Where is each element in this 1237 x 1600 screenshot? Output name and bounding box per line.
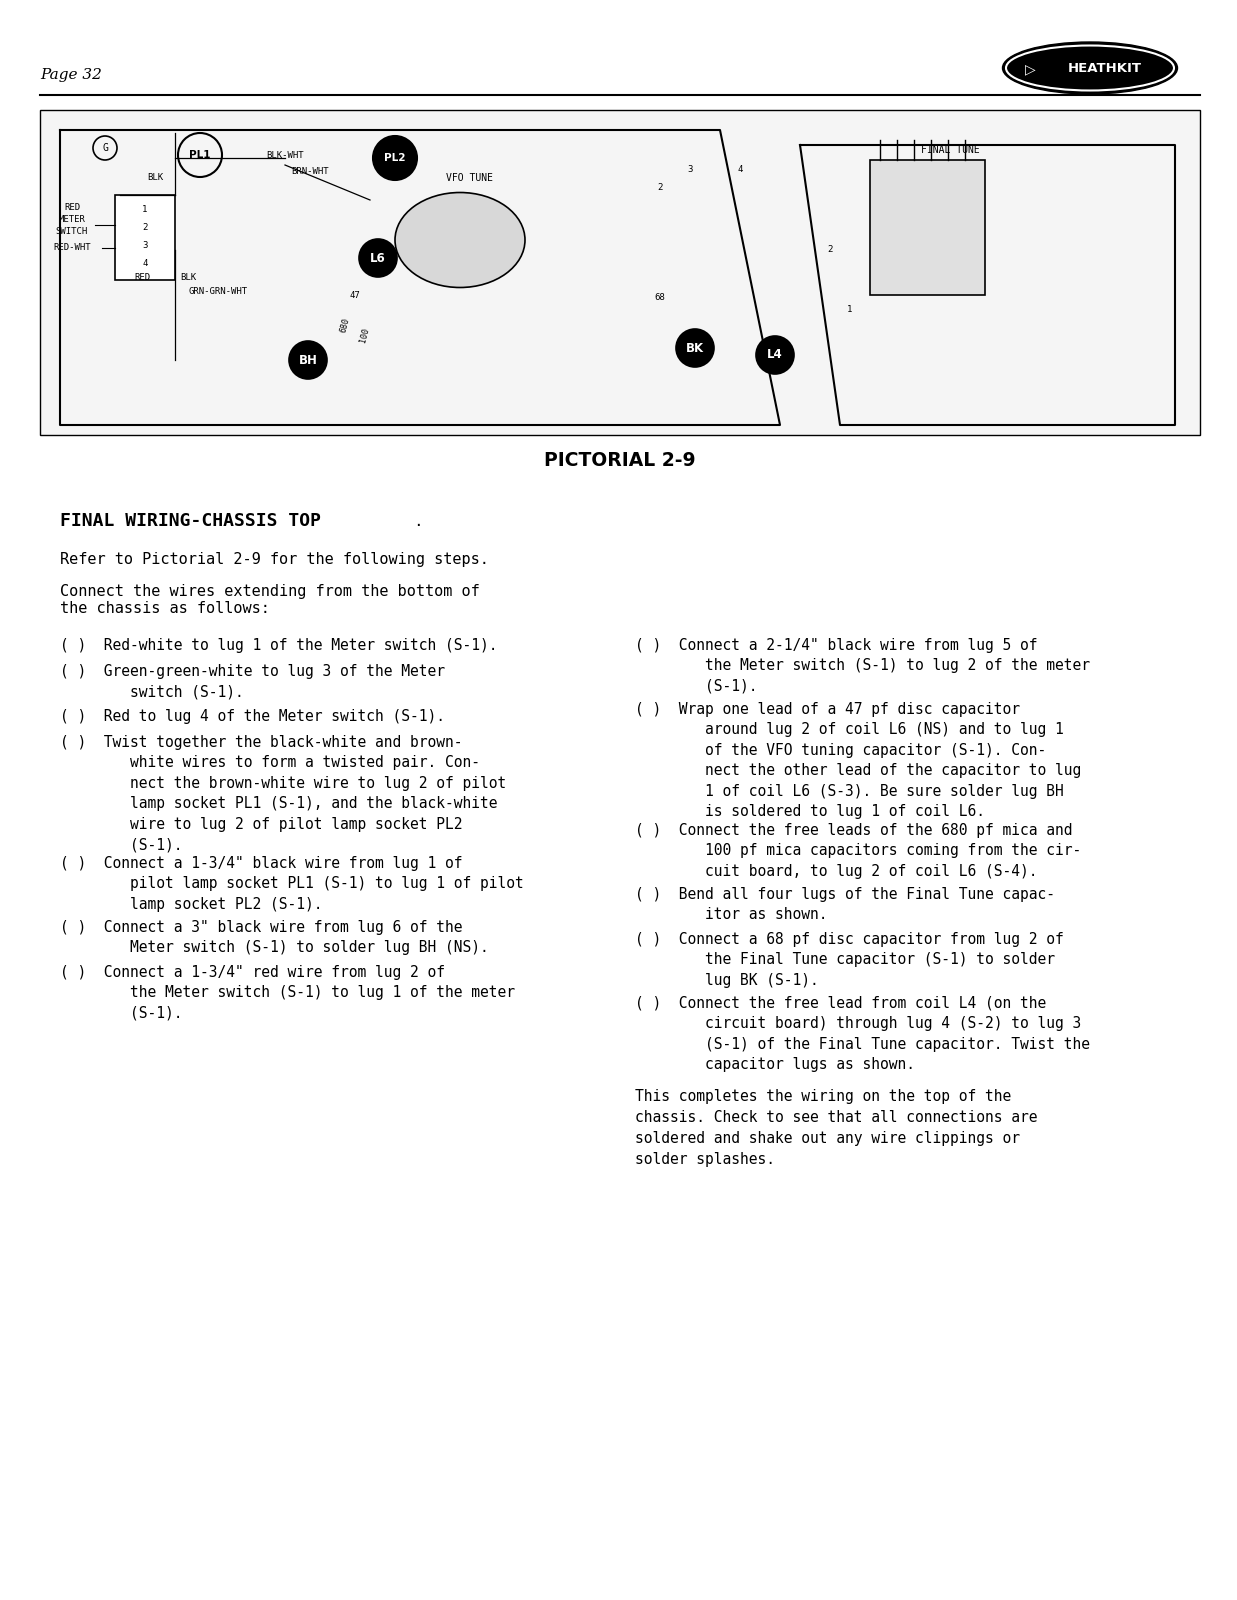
Text: ( )  Connect the free leads of the 680 pf mica and
        100 pf mica capacitor: ( ) Connect the free leads of the 680 pf…	[635, 822, 1081, 878]
Text: 3: 3	[142, 242, 147, 251]
Text: ( )  Red to lug 4 of the Meter switch (S-1).: ( ) Red to lug 4 of the Meter switch (S-…	[61, 709, 445, 723]
Text: FINAL WIRING-CHASSIS TOP: FINAL WIRING-CHASSIS TOP	[61, 512, 320, 530]
Bar	[870, 160, 985, 294]
Text: ( )  Twist together the black-white and brown-
        white wires to form a twi: ( ) Twist together the black-white and b…	[61, 734, 506, 851]
Text: ( )  Connect a 2-1/4" black wire from lug 5 of
        the Meter switch (S-1) to: ( ) Connect a 2-1/4" black wire from lug…	[635, 638, 1090, 694]
Text: BLK-WHT: BLK-WHT	[266, 150, 304, 160]
Text: BLK: BLK	[147, 173, 163, 182]
Text: FINAL TUNE: FINAL TUNE	[920, 146, 980, 155]
Text: 2: 2	[657, 184, 663, 192]
Text: .: .	[414, 512, 421, 530]
Text: BK: BK	[687, 341, 704, 355]
Text: 4: 4	[142, 259, 147, 269]
Circle shape	[675, 330, 714, 366]
Circle shape	[289, 341, 327, 379]
Ellipse shape	[1002, 42, 1178, 94]
Circle shape	[374, 136, 417, 179]
Text: ( )  Connect a 1-3/4" black wire from lug 1 of
        pilot lamp socket PL1 (S-: ( ) Connect a 1-3/4" black wire from lug…	[61, 856, 523, 912]
Text: PICTORIAL 2-9: PICTORIAL 2-9	[544, 451, 695, 469]
Text: BH: BH	[298, 354, 318, 366]
Bar	[115, 195, 174, 280]
Text: ( )  Connect a 3" black wire from lug 6 of the
        Meter switch (S-1) to sol: ( ) Connect a 3" black wire from lug 6 o…	[61, 920, 489, 955]
Text: ( )  Bend all four lugs of the Final Tune capac-
        itor as shown.: ( ) Bend all four lugs of the Final Tune…	[635, 886, 1055, 922]
Text: 4: 4	[737, 165, 742, 174]
Text: SWITCH: SWITCH	[56, 227, 88, 237]
Text: 2: 2	[142, 224, 147, 232]
Text: 68: 68	[654, 293, 666, 302]
Text: 1: 1	[847, 306, 852, 315]
Text: RED-WHT: RED-WHT	[53, 243, 90, 253]
Ellipse shape	[1006, 45, 1174, 91]
Text: PL1: PL1	[189, 150, 210, 160]
Text: L4: L4	[767, 349, 783, 362]
Text: ( )  Red-white to lug 1 of the Meter switch (S-1).: ( ) Red-white to lug 1 of the Meter swit…	[61, 638, 497, 653]
Text: Connect the wires extending from the bottom of
the chassis as follows:: Connect the wires extending from the bot…	[61, 584, 480, 616]
Text: BLK: BLK	[179, 274, 195, 283]
Text: This completes the wiring on the top of the
chassis. Check to see that all conne: This completes the wiring on the top of …	[635, 1090, 1038, 1166]
Text: 2: 2	[828, 245, 833, 254]
Text: GRN-GRN-WHT: GRN-GRN-WHT	[188, 288, 247, 296]
Text: ( )  Green-green-white to lug 3 of the Meter
        switch (S-1).: ( ) Green-green-white to lug 3 of the Me…	[61, 664, 445, 699]
Circle shape	[359, 238, 397, 277]
Text: 680: 680	[339, 317, 351, 333]
Bar	[40, 110, 1200, 435]
Text: 3: 3	[688, 165, 693, 174]
Text: ( )  Wrap one lead of a 47 pf disc capacitor
        around lug 2 of coil L6 (NS: ( ) Wrap one lead of a 47 pf disc capaci…	[635, 702, 1081, 819]
Text: METER: METER	[58, 216, 85, 224]
Text: VFO TUNE: VFO TUNE	[447, 173, 494, 182]
Ellipse shape	[395, 192, 524, 288]
Text: G: G	[103, 142, 108, 154]
Text: ( )  Connect a 1-3/4" red wire from lug 2 of
        the Meter switch (S-1) to l: ( ) Connect a 1-3/4" red wire from lug 2…	[61, 965, 515, 1021]
Text: ( )  Connect a 68 pf disc capacitor from lug 2 of
        the Final Tune capacit: ( ) Connect a 68 pf disc capacitor from …	[635, 931, 1064, 987]
Circle shape	[756, 336, 794, 374]
Text: HEATHKIT: HEATHKIT	[1068, 62, 1142, 75]
Text: RED: RED	[134, 274, 150, 283]
Text: BRN-WHT: BRN-WHT	[291, 168, 329, 176]
Text: 100: 100	[359, 326, 371, 344]
Text: ( )  Connect the free lead from coil L4 (on the
        circuit board) through l: ( ) Connect the free lead from coil L4 (…	[635, 995, 1090, 1072]
Text: Page 32: Page 32	[40, 67, 101, 82]
Text: L6: L6	[370, 251, 386, 264]
Text: PL2: PL2	[385, 154, 406, 163]
Text: 1: 1	[142, 205, 147, 214]
Text: RED: RED	[64, 203, 80, 211]
Text: Refer to Pictorial 2-9 for the following steps.: Refer to Pictorial 2-9 for the following…	[61, 552, 489, 566]
Text: 47: 47	[350, 291, 360, 299]
Text: ▷: ▷	[1024, 62, 1035, 75]
